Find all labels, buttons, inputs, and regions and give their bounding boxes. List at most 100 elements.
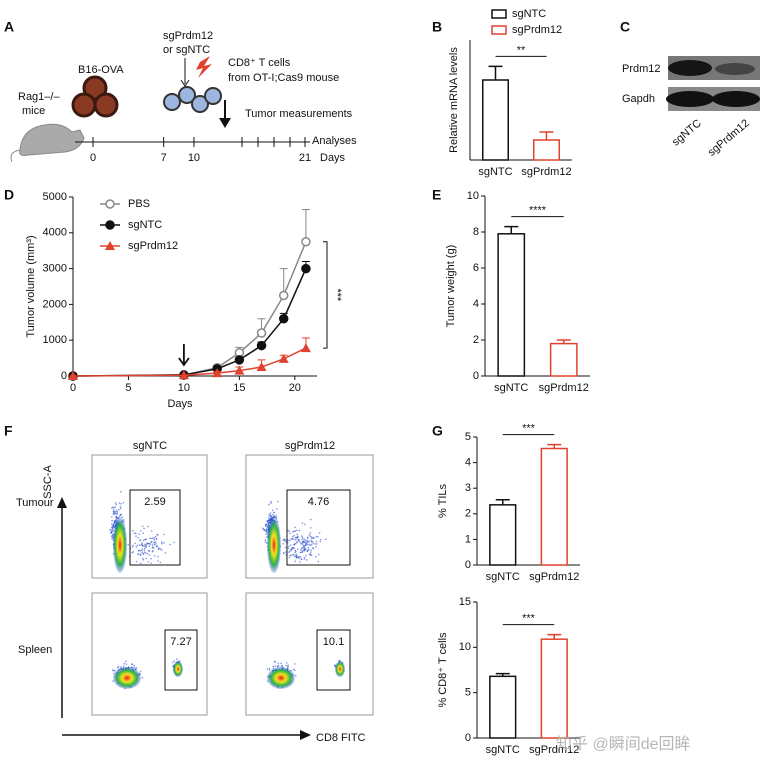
event-dot [135,535,137,537]
bar [533,139,560,161]
event-dot [132,529,134,532]
event-dot [307,540,309,542]
event-dot [280,662,282,665]
error-bar [539,131,554,140]
event-dot [273,515,275,518]
event-dot [160,549,163,551]
event-dot [120,666,122,668]
event-dot [137,553,140,555]
event-dot [159,548,162,550]
event-dot [118,508,120,511]
event-dot [319,538,322,541]
density-core [267,517,281,573]
event-dot [112,670,115,672]
event-dot [155,538,158,540]
event-dot [266,668,269,670]
event-dot [135,532,137,534]
x-tick-label: sgNTC [478,166,512,178]
x-tick-label: 5 [125,382,131,394]
event-dot [272,513,274,516]
bar [497,233,526,377]
event-dot [143,549,146,551]
significance: *** [522,423,536,435]
x-tick-label: sgPrdm12 [539,382,589,394]
event-dot [156,545,158,547]
event-dot [303,549,306,552]
event-dot [297,556,300,558]
event-dot [111,523,113,526]
event-dot [287,539,289,541]
event-dot [115,516,118,518]
event-dot [140,562,142,565]
event-dot [277,500,279,503]
event-dot [142,559,145,561]
event-dot [118,515,121,517]
event-dot [111,526,113,528]
event-dot [310,551,312,553]
t-cell [178,86,196,104]
event-dot [125,660,127,662]
label: Rag1–/– [18,91,60,103]
event-dot [113,507,115,509]
event-dot [293,547,295,550]
t-cell [191,95,209,113]
marker [301,237,311,247]
event-dot [156,533,158,536]
event-dot [147,549,150,552]
bar [489,504,517,566]
event-dot [301,541,304,544]
event-dot [150,537,152,540]
event-dot [295,555,298,557]
event-dot [114,506,117,508]
event-dot [267,522,270,525]
event-dot [123,665,125,667]
y-tick-label: 0 [61,370,67,382]
event-dot [295,550,297,553]
event-dot [274,661,277,663]
error-bar [495,672,510,677]
event-dot [291,548,293,551]
marker [68,371,78,380]
event-dot [134,542,136,545]
marker [105,220,115,230]
event-dot [268,519,271,521]
error-bar [556,339,571,344]
event-dot [308,540,311,543]
event-dot [120,491,122,493]
event-dot [298,538,300,541]
event-dot [154,541,157,543]
event-dot [309,544,312,547]
event-dot [292,530,294,533]
event-dot [297,535,299,538]
event-dot [115,517,118,520]
y-tick-label: 1 [465,533,471,545]
y-tick-label: 2 [473,334,479,346]
event-dot [334,664,336,666]
event-dot [153,555,156,557]
event-dot [145,546,147,548]
event-dot [284,539,287,541]
event-dot [144,547,146,550]
event-dot [157,560,159,562]
event-dot [264,525,267,527]
error-bar [495,498,510,505]
event-dot [270,502,272,504]
event-dot [317,560,320,563]
event-dot [296,533,299,536]
y-tick-label: 0 [465,732,471,744]
event-dot [275,514,277,517]
event-dot [276,665,279,667]
event-dot [285,541,287,543]
error-bar [504,225,519,234]
event-dot [111,535,114,537]
x-tick-label: sgPrdm12 [529,744,579,756]
x-tick-label: sgNTC [486,571,520,583]
panel-label: E [432,187,441,203]
panel-label: D [4,187,14,203]
marker [301,263,311,274]
event-dot [120,507,122,510]
event-dot [293,530,296,533]
density-core [113,667,141,689]
event-dot [142,539,145,542]
event-dot [310,539,312,542]
